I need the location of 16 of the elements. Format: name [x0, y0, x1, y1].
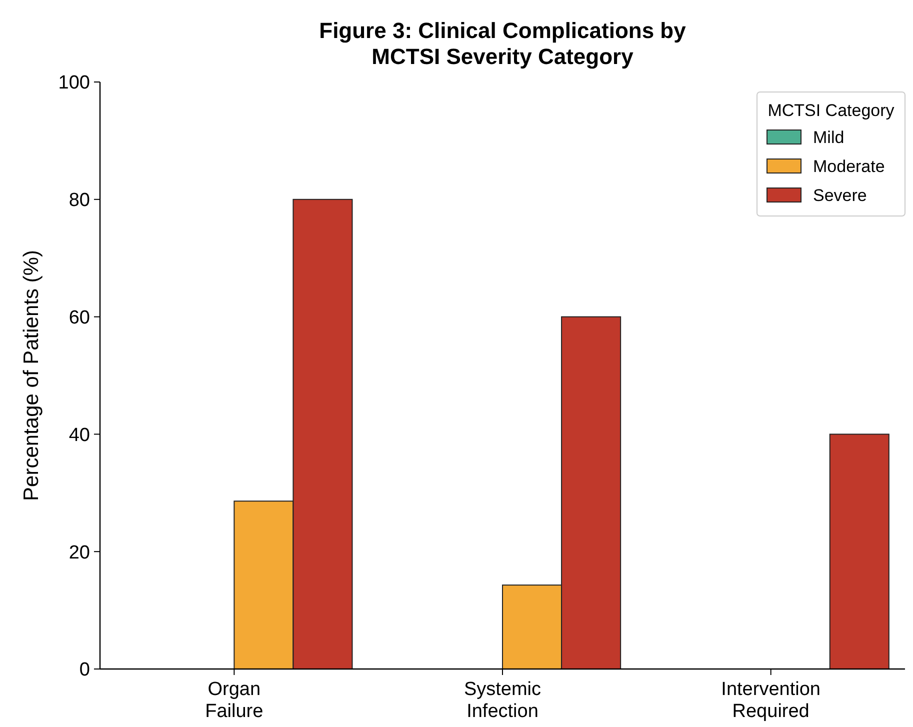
y-tick-label: 60	[68, 307, 90, 328]
y-tick-label: 80	[68, 190, 90, 212]
x-tick-label: Intervention Required	[721, 679, 820, 722]
bar	[829, 434, 890, 670]
x-tick-label: Organ Failure	[205, 679, 264, 722]
y-tick-label: 100	[58, 72, 90, 94]
y-axis-title: Percentage of Patients (%)	[20, 250, 43, 501]
legend-label: Moderate	[813, 156, 885, 176]
y-tick-label: 20	[68, 542, 90, 564]
y-tick-label: 40	[68, 424, 90, 446]
chart-title: Figure 3: Clinical Complications by MCTSI Severity Category	[319, 18, 687, 69]
y-tick-label: 0	[79, 660, 90, 681]
legend-label: Mild	[813, 128, 844, 147]
legend-label: Severe	[813, 186, 867, 205]
x-tick-label: Systemic Infection	[464, 679, 542, 722]
legend-title: MCTSI Category	[768, 101, 895, 120]
